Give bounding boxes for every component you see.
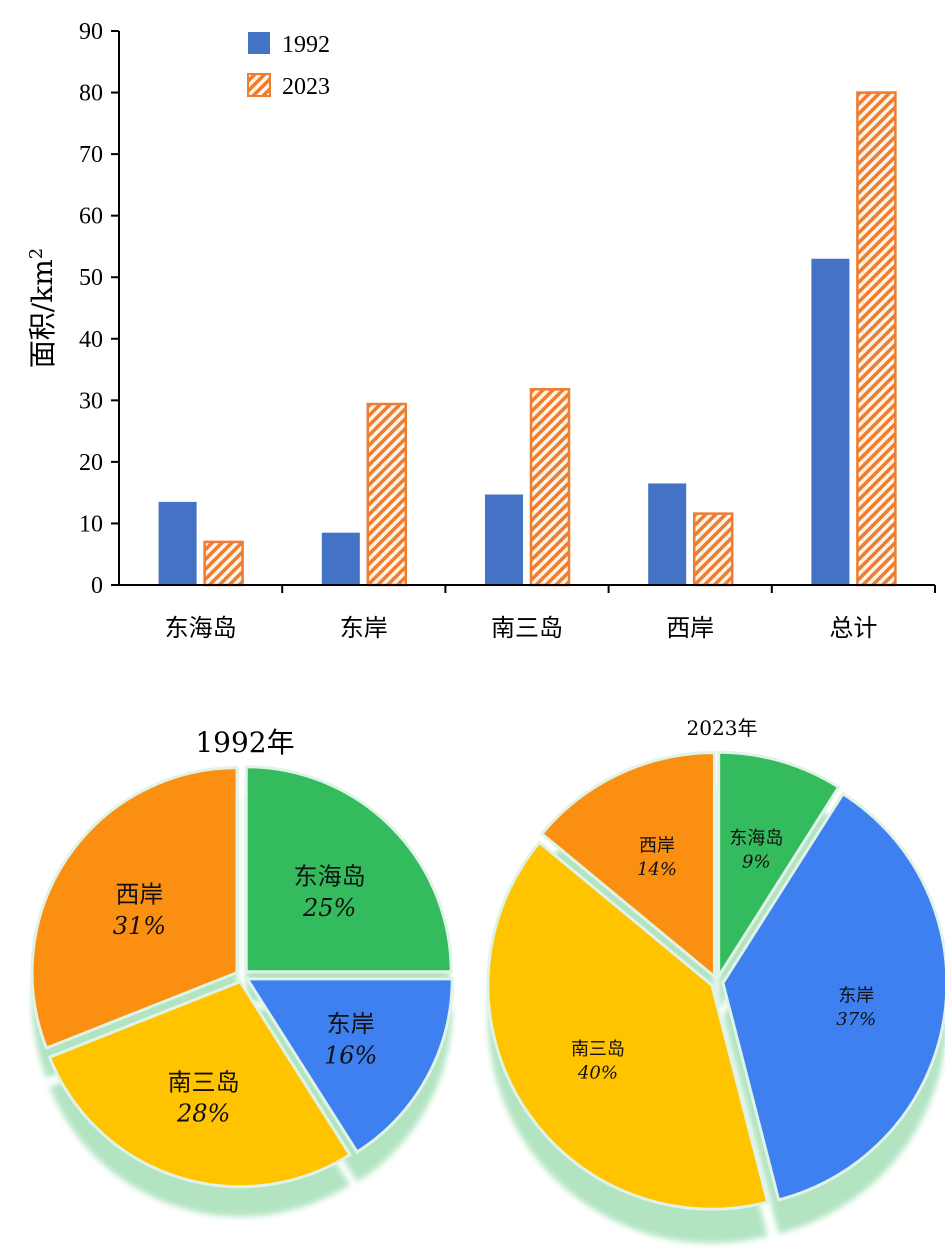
y-tick-label: 10 — [79, 511, 103, 537]
bar-2023-4 — [692, 512, 734, 587]
slice-percent-label: 31% — [113, 912, 166, 940]
slice-name-label: 南三岛 — [571, 1039, 625, 1060]
slice-name-label: 西岸 — [115, 881, 163, 909]
slice-name-label: 东岸 — [327, 1010, 375, 1038]
slice-percent-label: 28% — [176, 1100, 230, 1128]
pie-title-1992: 1992年 — [195, 726, 294, 759]
slice-percent-label: 14% — [637, 859, 677, 880]
slice-name-label: 西岸 — [639, 836, 675, 857]
y-tick-label: 30 — [79, 388, 103, 414]
bar-1992-1 — [158, 501, 197, 585]
bar-2023-1 — [203, 540, 244, 587]
slice-name-label: 南三岛 — [168, 1068, 240, 1096]
slice-percent-label: 37% — [836, 1009, 876, 1030]
bar-2023-5 — [856, 91, 897, 587]
legend: 1992 2023 — [247, 32, 330, 100]
category-label: 西岸 — [666, 614, 714, 642]
slice-name-label: 东海岛 — [294, 863, 366, 891]
y-tick-label: 60 — [79, 204, 103, 230]
y-axis-ticks: 0 10 20 30 40 50 60 70 80 90 — [79, 19, 119, 599]
slice-percent-label: 9% — [742, 851, 771, 872]
slice-percent-label: 16% — [324, 1041, 377, 1069]
slice-name-label: 东海岛 — [729, 828, 783, 849]
pie-1992-labels: 东海岛 25% 东岸 16% 南三岛 28% 西岸 31% — [113, 863, 378, 1128]
pie-1992-slices — [30, 765, 454, 1189]
y-tick-label: 50 — [79, 265, 103, 291]
y-tick-label: 20 — [79, 450, 103, 476]
y-tick-label: 40 — [79, 327, 103, 353]
legend-swatch-1992 — [248, 32, 270, 54]
legend-label-2023: 2023 — [282, 74, 330, 100]
pie-chart-1992: 1992年 东海岛 25% 东岸 16% 南三岛 28% 西岸 31% — [30, 726, 454, 1217]
pie-slice-东岸 — [721, 791, 945, 1202]
category-label: 东海岛 — [165, 614, 237, 642]
category-labels: 东海岛 东岸 南三岛 西岸 总计 — [165, 614, 878, 642]
bar-1992-2 — [321, 532, 360, 585]
slice-percent-label: 40% — [577, 1062, 618, 1083]
pie-slice-西岸 — [539, 751, 716, 980]
pie-slice-东海岛 — [717, 750, 841, 982]
pie-2023-slices — [486, 750, 945, 1211]
y-tick-label: 0 — [91, 573, 103, 599]
y-tick-label: 80 — [79, 81, 103, 107]
category-label: 南三岛 — [491, 614, 563, 642]
bar-2023-2 — [366, 402, 408, 587]
slice-percent-label: 25% — [302, 894, 356, 922]
category-label: 东岸 — [340, 614, 388, 642]
pie-slice-南三岛 — [486, 840, 770, 1211]
pie-slice-东岸 — [244, 977, 454, 1155]
legend-swatch-2023 — [247, 73, 271, 97]
bar-1992-4 — [648, 483, 687, 585]
pie-slice-南三岛 — [47, 979, 353, 1189]
bar-2023-3 — [529, 388, 571, 587]
pie-slice-东海岛 — [244, 765, 453, 974]
bar-1992-3 — [485, 494, 523, 585]
category-label: 总计 — [829, 614, 877, 642]
bar-series — [158, 91, 897, 587]
y-tick-label: 70 — [79, 142, 103, 168]
y-axis-label: 面积/km2 — [26, 248, 59, 368]
legend-label-1992: 1992 — [282, 32, 330, 58]
y-tick-label: 90 — [79, 19, 103, 45]
x-axis-ticks — [281, 585, 936, 593]
bar-1992-5 — [811, 258, 850, 585]
slice-name-label: 东岸 — [838, 985, 874, 1006]
pie-title-2023: 2023年 — [687, 716, 758, 740]
pie-slice-西岸 — [30, 766, 239, 1051]
